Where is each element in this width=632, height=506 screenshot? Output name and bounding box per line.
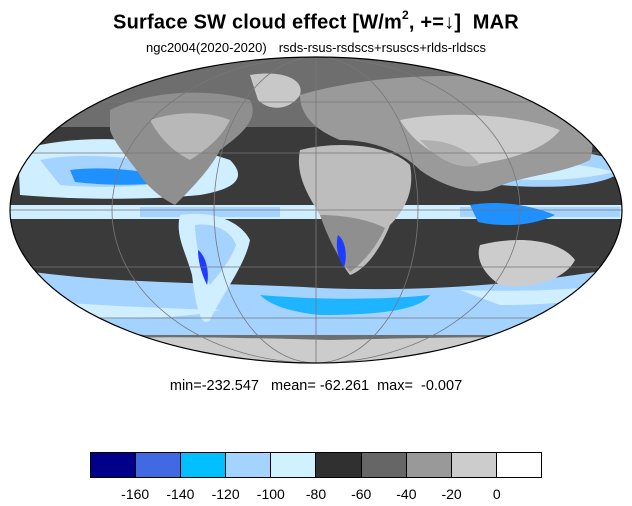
colorbar-box [271, 453, 317, 477]
map-border [9, 56, 623, 364]
title-superscript: 2 [402, 8, 409, 22]
colorbar [90, 452, 542, 478]
title-month: MAR [472, 11, 519, 34]
title-text: Surface SW cloud effect [W/m [113, 11, 403, 34]
down-arrow-glyph: ↓ [444, 11, 455, 34]
max-label: max= [377, 378, 413, 394]
australia [478, 240, 575, 287]
title-sign: , += [408, 11, 445, 34]
colorbar-tick-labels: -160 -140 -120 -100 -80 -60 -40 -20 0 [90, 486, 542, 502]
colorbar-box [496, 453, 541, 477]
title-bracket: ] [454, 11, 462, 34]
colorbar-tick-label: -40 [396, 486, 417, 502]
colorbar-tick-label: -100 [256, 486, 285, 502]
colorbar-box [406, 453, 452, 477]
greenland [250, 73, 301, 108]
colorbar-box [226, 453, 272, 477]
colorbar-tick-label: -20 [441, 486, 462, 502]
colorbar-box [91, 453, 137, 477]
colorbar-tick-label: -160 [121, 486, 150, 502]
map-title: Surface SW cloud effect [W/m2, +=↓] MAR [0, 8, 632, 35]
colorbar-box [451, 453, 497, 477]
colorbar-box [136, 453, 182, 477]
colorbar-box [361, 453, 407, 477]
colorbar-tick-label: -140 [166, 486, 195, 502]
colorbar-tick-label: -60 [351, 486, 372, 502]
mean-value: -62.261 [319, 378, 370, 394]
min-value: -232.547 [201, 378, 259, 394]
max-value: -0.007 [421, 378, 463, 394]
statistics-line: min=-232.547 mean= -62.261 max= -0.007 [0, 378, 632, 394]
colorbar-tick-label: -80 [305, 486, 327, 502]
subtitle-formula: rsds-rsus-rsdscs+rsuscs+rlds-rldscs [278, 40, 487, 55]
mean-label: mean= [271, 378, 316, 394]
colorbar-box [181, 453, 227, 477]
map-subtitle: ngc2004(2020-2020) rsds-rsus-rsdscs+rsusc… [0, 40, 632, 55]
subtitle-case: ngc2004(2020-2020) [145, 40, 267, 55]
colorbar-tick-label: 0 [492, 486, 501, 502]
antarctica [60, 337, 590, 363]
map-graticule [10, 57, 622, 363]
colorbar-box [316, 453, 362, 477]
min-label: min= [169, 378, 202, 394]
colorbar-tick-label: -120 [211, 486, 240, 502]
maritime-continent [470, 203, 555, 226]
